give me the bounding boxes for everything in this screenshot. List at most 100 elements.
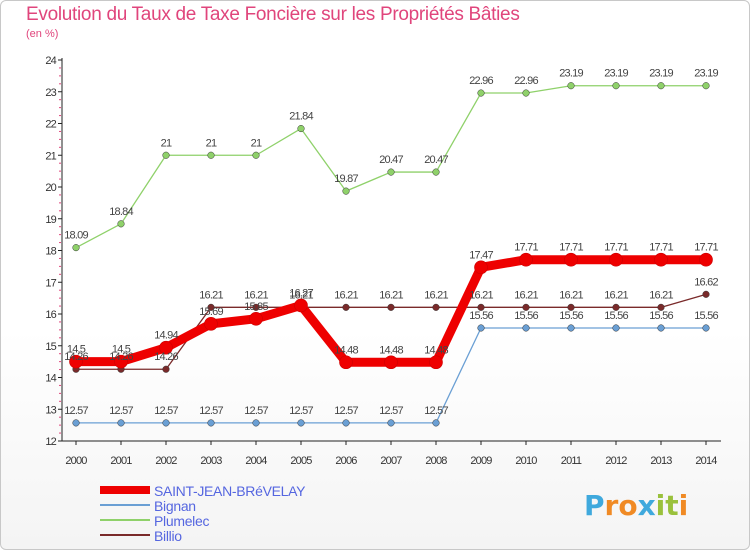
data-label: 14.48	[379, 344, 403, 356]
data-label: 16.21	[379, 289, 403, 301]
data-label: 14.26	[154, 351, 178, 363]
legend-label: Bignan	[154, 498, 196, 514]
data-label: 17.71	[694, 242, 718, 254]
data-label: 16.21	[514, 289, 538, 301]
data-label: 15.56	[604, 310, 628, 322]
data-point	[429, 355, 443, 370]
data-point	[207, 419, 215, 427]
data-label: 16.21	[424, 289, 448, 301]
chart-title: Evolution du Taux de Taxe Foncière sur l…	[26, 4, 520, 25]
data-point	[567, 82, 575, 90]
data-label: 19.87	[334, 173, 358, 185]
data-label: 15.56	[694, 310, 718, 322]
data-label: 16.21	[199, 289, 223, 301]
x-tick-label: 2002	[155, 455, 177, 467]
legend-swatch	[100, 519, 150, 521]
data-label: 21	[161, 137, 172, 149]
unit-label: (en %)	[26, 28, 59, 40]
data-point	[342, 303, 350, 311]
legend-swatch	[100, 504, 150, 506]
data-point	[159, 340, 173, 355]
data-label: 15.56	[514, 310, 538, 322]
y-tick-label: 19	[45, 214, 56, 226]
data-label: 12.57	[289, 405, 313, 417]
data-label: 14.26	[109, 351, 133, 363]
data-point	[612, 82, 620, 90]
data-label: 15.56	[559, 310, 583, 322]
data-label: 22.96	[469, 75, 493, 87]
data-label: 16.21	[334, 289, 358, 301]
data-label: 23.19	[604, 68, 628, 80]
series-line-plumelec	[75, 85, 707, 249]
data-label: 21	[251, 137, 262, 149]
data-point	[474, 260, 488, 275]
y-tick-label: 21	[45, 150, 56, 162]
logo-letter: t	[665, 489, 679, 522]
x-tick-label: 2000	[65, 455, 87, 467]
data-label: 14.5	[67, 344, 86, 356]
data-label: 20.47	[424, 154, 448, 166]
x-tick-label: 2012	[605, 455, 627, 467]
y-tick-label: 20	[45, 182, 56, 194]
data-point	[609, 252, 623, 267]
data-point	[72, 244, 80, 252]
data-point	[162, 419, 170, 427]
y-tick-label: 13	[45, 404, 56, 416]
data-point	[657, 303, 665, 311]
data-label: 23.19	[559, 68, 583, 80]
data-label: 23.19	[649, 68, 673, 80]
data-point	[162, 151, 170, 159]
x-tick-label: 2003	[200, 455, 222, 467]
data-point	[612, 303, 620, 311]
data-point	[519, 252, 533, 267]
data-label: 12.57	[379, 405, 403, 417]
data-point	[207, 151, 215, 159]
data-label: 17.71	[604, 242, 628, 254]
y-tick-label: 15	[45, 341, 56, 353]
data-label: 14.48	[334, 344, 358, 356]
data-label: 17.71	[514, 242, 538, 254]
data-label: 15.85	[244, 301, 268, 313]
data-point	[69, 354, 83, 369]
data-point	[297, 419, 305, 427]
data-point	[252, 303, 260, 311]
data-point	[252, 419, 260, 427]
y-tick-label: 12	[45, 436, 56, 448]
data-point	[207, 303, 215, 311]
data-point	[294, 298, 308, 313]
x-tick-label: 2005	[290, 455, 312, 467]
data-label: 12.57	[64, 405, 88, 417]
legend-label: Billio	[154, 528, 182, 544]
logo-letter: o	[618, 489, 638, 522]
data-label: 23.19	[694, 68, 718, 80]
data-label: 17.71	[559, 242, 583, 254]
y-tick-label: 16	[45, 309, 56, 321]
logo-letter: i	[678, 489, 689, 522]
x-tick-label: 2004	[245, 455, 267, 467]
data-label: 14.26	[64, 351, 88, 363]
logo-letter: i	[655, 489, 666, 522]
data-label: 16.21	[649, 289, 673, 301]
data-point	[117, 419, 125, 427]
data-point	[432, 303, 440, 311]
data-label: 17.47	[469, 249, 493, 261]
y-tick-label: 18	[45, 246, 56, 258]
data-point	[657, 324, 665, 332]
data-label: 16.27	[289, 287, 313, 299]
data-label: 14.48	[424, 344, 448, 356]
logo-letter: x	[637, 489, 656, 522]
data-label: 12.57	[424, 405, 448, 417]
data-label: 14.94	[154, 330, 178, 342]
proxiti-logo: Proxiti	[584, 489, 688, 522]
data-label: 14.5	[112, 344, 131, 356]
data-point	[657, 82, 665, 90]
data-point	[117, 220, 125, 228]
data-label: 16.21	[289, 289, 313, 301]
data-point	[252, 151, 260, 159]
data-label: 21.84	[289, 111, 313, 123]
data-point	[204, 317, 218, 331]
data-point	[162, 365, 170, 373]
data-label: 12.57	[244, 405, 268, 417]
